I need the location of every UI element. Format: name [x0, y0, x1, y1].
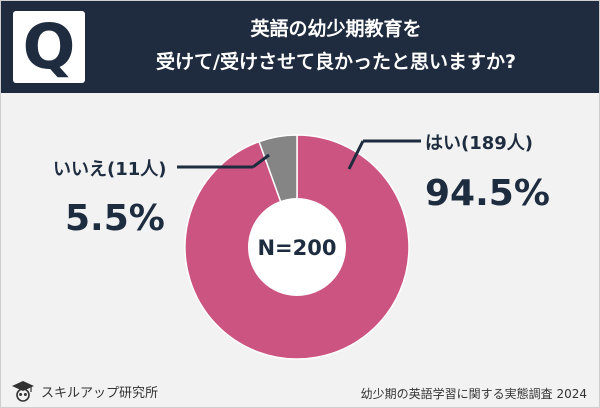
- no-percentage-label: 5.5%: [65, 198, 165, 239]
- q-letter-icon: Q: [23, 11, 76, 83]
- sample-size-label: N=200: [257, 236, 336, 260]
- q-letter: Q: [23, 11, 76, 83]
- footer: スキルアップ研究所 幼少期の英語学習に関する実態調査 2024: [1, 373, 599, 407]
- chart-area: N=200 はい(189人) 94.5% いいえ(11人) 5.5%: [1, 93, 599, 373]
- yes-percentage-label: 94.5%: [425, 173, 550, 214]
- q-badge: Q: [13, 11, 85, 83]
- question-title-line1: 英語の幼少期教育を: [250, 18, 422, 40]
- graduation-owl-icon: [12, 381, 34, 402]
- yes-leader-line: [347, 140, 365, 170]
- brand: スキルアップ研究所: [11, 379, 158, 403]
- donut-chart: N=200 はい(189人) 94.5% いいえ(11人) 5.5%: [53, 133, 550, 360]
- donut-hole: [248, 198, 346, 296]
- survey-title: 幼少期の英語学習に関する実態調査 2024: [360, 387, 587, 401]
- question-title: 英語の幼少期教育を 受けて/受けさせて良かったと思いますか?: [101, 13, 571, 79]
- no-leader-line: [252, 153, 270, 169]
- question-header: Q 英語の幼少期教育を 受けて/受けさせて良かったと思いますか?: [1, 1, 599, 93]
- brand-name: スキルアップ研究所: [41, 385, 159, 401]
- question-title-line2: 受けて/受けさせて良かったと思いますか?: [156, 51, 516, 73]
- yes-category-label: はい(189人): [425, 133, 533, 154]
- no-category-label: いいえ(11人): [53, 159, 167, 180]
